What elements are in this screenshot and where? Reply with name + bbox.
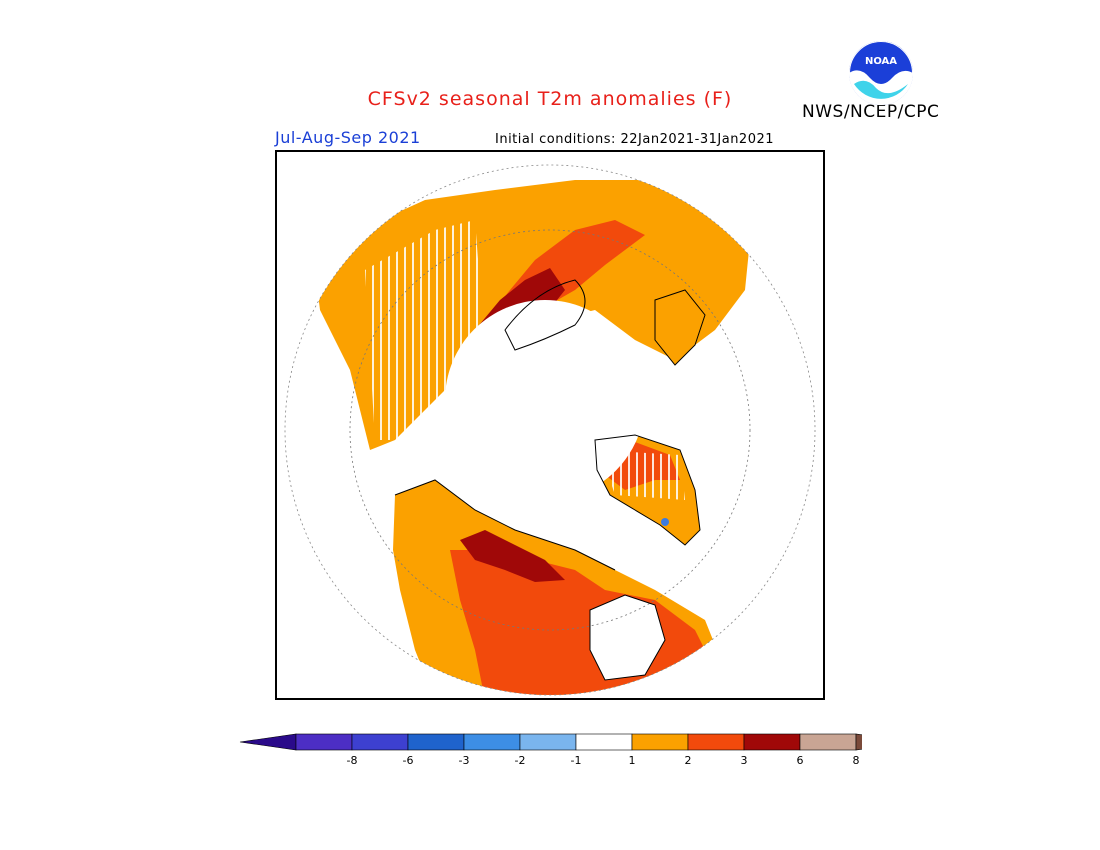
color-legend: -8 -6 -3 -2 -1 1 2 3 6 8	[239, 733, 862, 767]
polar-map	[275, 150, 825, 700]
legend-low-arrow	[239, 733, 297, 751]
scandinavia-warm-region	[655, 290, 705, 365]
legend-tick-label: -6	[403, 754, 414, 767]
legend-tick-label: 6	[797, 754, 804, 767]
legend-tick-label: 3	[741, 754, 748, 767]
eurasia-hot-band	[445, 220, 645, 395]
legend-tick-label: 1	[629, 754, 636, 767]
legend-tick-label: -2	[515, 754, 526, 767]
legend-swatch	[743, 733, 801, 751]
north-america-hottest-region	[460, 530, 565, 582]
legend-tick-label: 8	[853, 754, 860, 767]
legend-swatch	[631, 733, 689, 751]
legend-tick-label: -8	[347, 754, 358, 767]
legend-tick-label: 2	[685, 754, 692, 767]
legend-swatch	[463, 733, 521, 751]
arctic-ocean	[445, 300, 645, 500]
legend-swatch	[519, 733, 577, 751]
agency-label: NWS/NCEP/CPC	[802, 102, 940, 122]
legend-high-arrow	[855, 733, 862, 751]
noaa-logo-text: NOAA	[865, 56, 897, 67]
legend-swatch	[799, 733, 857, 751]
legend-tick-label: -1	[571, 754, 582, 767]
map-title: CFSv2 seasonal T2m anomalies (F)	[367, 88, 733, 110]
noaa-logo-icon: NOAA	[849, 41, 913, 105]
legend-tick-label: -3	[459, 754, 470, 767]
cold-anomaly-spot	[661, 518, 669, 526]
legend-swatch	[407, 733, 465, 751]
legend-swatch	[687, 733, 745, 751]
legend-swatch	[351, 733, 409, 751]
season-label: Jul-Aug-Sep 2021	[275, 128, 421, 147]
legend-swatch	[295, 733, 353, 751]
initial-conditions-label: Initial conditions: 22Jan2021-31Jan2021	[495, 132, 775, 147]
legend-swatch	[575, 733, 633, 751]
hudson-bay-neutral-area	[590, 595, 665, 680]
